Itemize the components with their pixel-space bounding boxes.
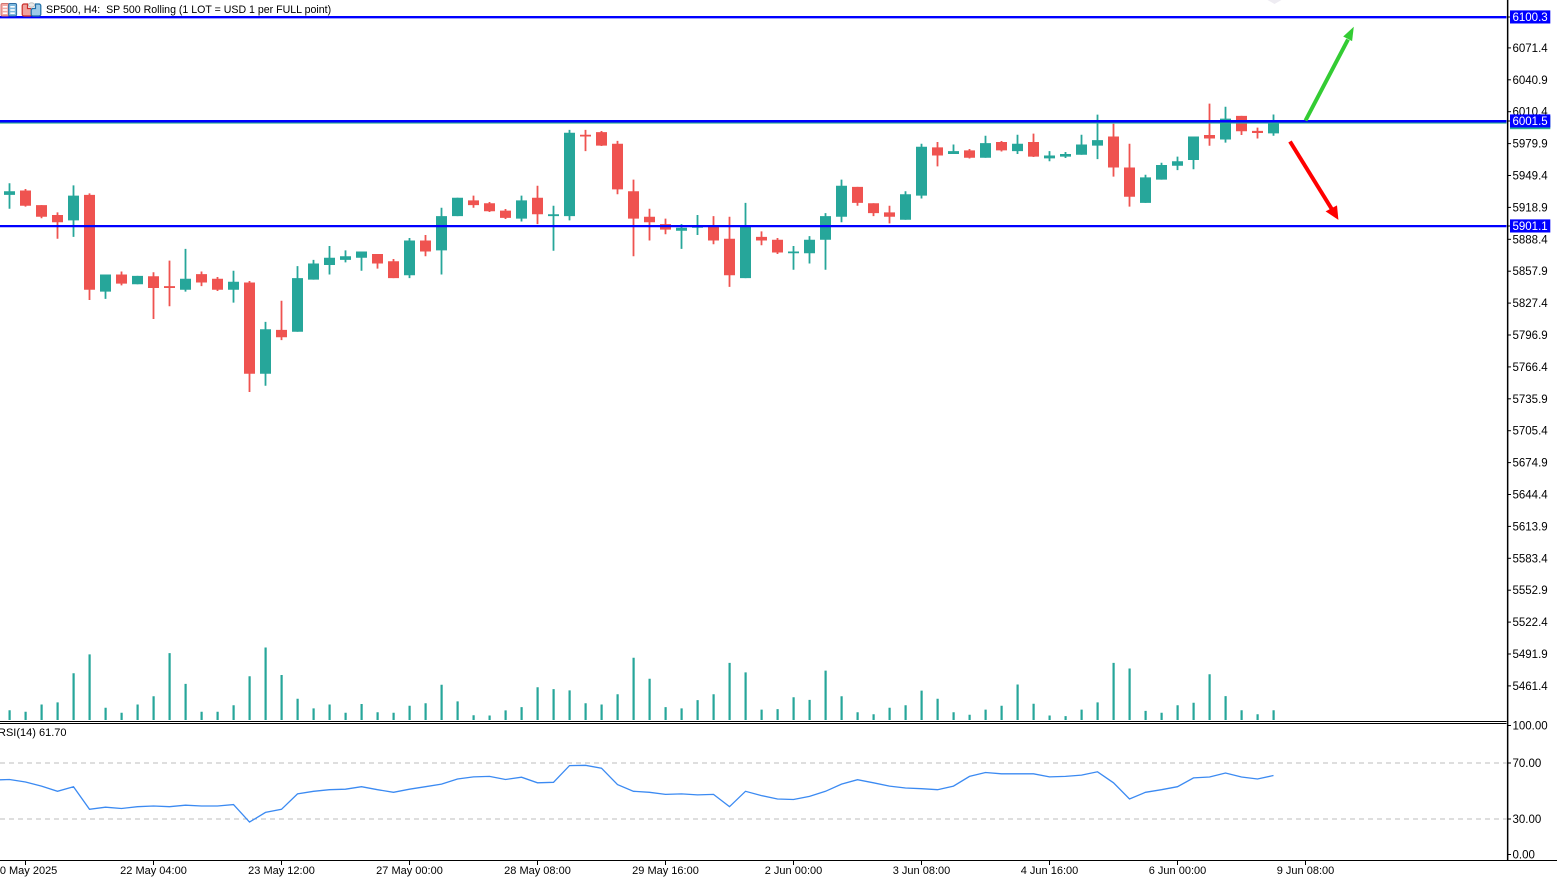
svg-text:5766.4: 5766.4 (1513, 362, 1549, 374)
svg-text:5949.4: 5949.4 (1513, 171, 1549, 183)
svg-text:5901.1: 5901.1 (1513, 221, 1548, 233)
svg-text:6100.3: 6100.3 (1513, 12, 1548, 24)
svg-text:30.00: 30.00 (1513, 814, 1542, 826)
svg-text:3 Jun 08:00: 3 Jun 08:00 (893, 865, 951, 877)
svg-text:22 May 04:00: 22 May 04:00 (120, 865, 187, 877)
svg-text:5827.4: 5827.4 (1513, 298, 1549, 310)
svg-text:5674.9: 5674.9 (1513, 458, 1548, 470)
svg-text:5583.4: 5583.4 (1513, 553, 1549, 565)
svg-text:5461.4: 5461.4 (1513, 681, 1549, 693)
svg-text:6071.4: 6071.4 (1513, 43, 1549, 55)
svg-text:23 May 12:00: 23 May 12:00 (248, 865, 315, 877)
svg-text:29 May 16:00: 29 May 16:00 (632, 865, 699, 877)
svg-text:5918.9: 5918.9 (1513, 202, 1548, 214)
svg-text:5735.9: 5735.9 (1513, 394, 1548, 406)
svg-text:5979.9: 5979.9 (1513, 139, 1548, 151)
svg-text:6001.5: 6001.5 (1513, 116, 1548, 128)
svg-text:5522.4: 5522.4 (1513, 617, 1549, 629)
svg-text:0.00: 0.00 (1513, 850, 1535, 862)
svg-text:5705.4: 5705.4 (1513, 426, 1549, 438)
svg-text:5857.9: 5857.9 (1513, 266, 1548, 278)
svg-text:5613.9: 5613.9 (1513, 521, 1548, 533)
svg-text:6 Jun 00:00: 6 Jun 00:00 (1149, 865, 1207, 877)
svg-text:RSI(14) 61.70: RSI(14) 61.70 (0, 727, 66, 739)
svg-text:5888.4: 5888.4 (1513, 234, 1549, 246)
svg-text:28 May 08:00: 28 May 08:00 (504, 865, 571, 877)
svg-text:5491.9: 5491.9 (1513, 649, 1548, 661)
svg-text:2 Jun 00:00: 2 Jun 00:00 (765, 865, 823, 877)
svg-text:6040.9: 6040.9 (1513, 75, 1548, 87)
svg-text:SP500, H4: SP 500 Rolling (1: SP500, H4: SP 500 Rolling (1 LOT = USD 1… (46, 4, 331, 16)
svg-text:5796.9: 5796.9 (1513, 330, 1548, 342)
svg-text:5644.4: 5644.4 (1513, 490, 1549, 502)
svg-text:20 May 2025: 20 May 2025 (0, 865, 57, 877)
svg-text:27 May 00:00: 27 May 00:00 (376, 865, 443, 877)
svg-text:100.00: 100.00 (1513, 721, 1548, 733)
svg-text:5552.9: 5552.9 (1513, 585, 1548, 597)
svg-text:4 Jun 16:00: 4 Jun 16:00 (1021, 865, 1079, 877)
svg-text:9 Jun 08:00: 9 Jun 08:00 (1277, 865, 1335, 877)
svg-text:70.00: 70.00 (1513, 758, 1542, 770)
